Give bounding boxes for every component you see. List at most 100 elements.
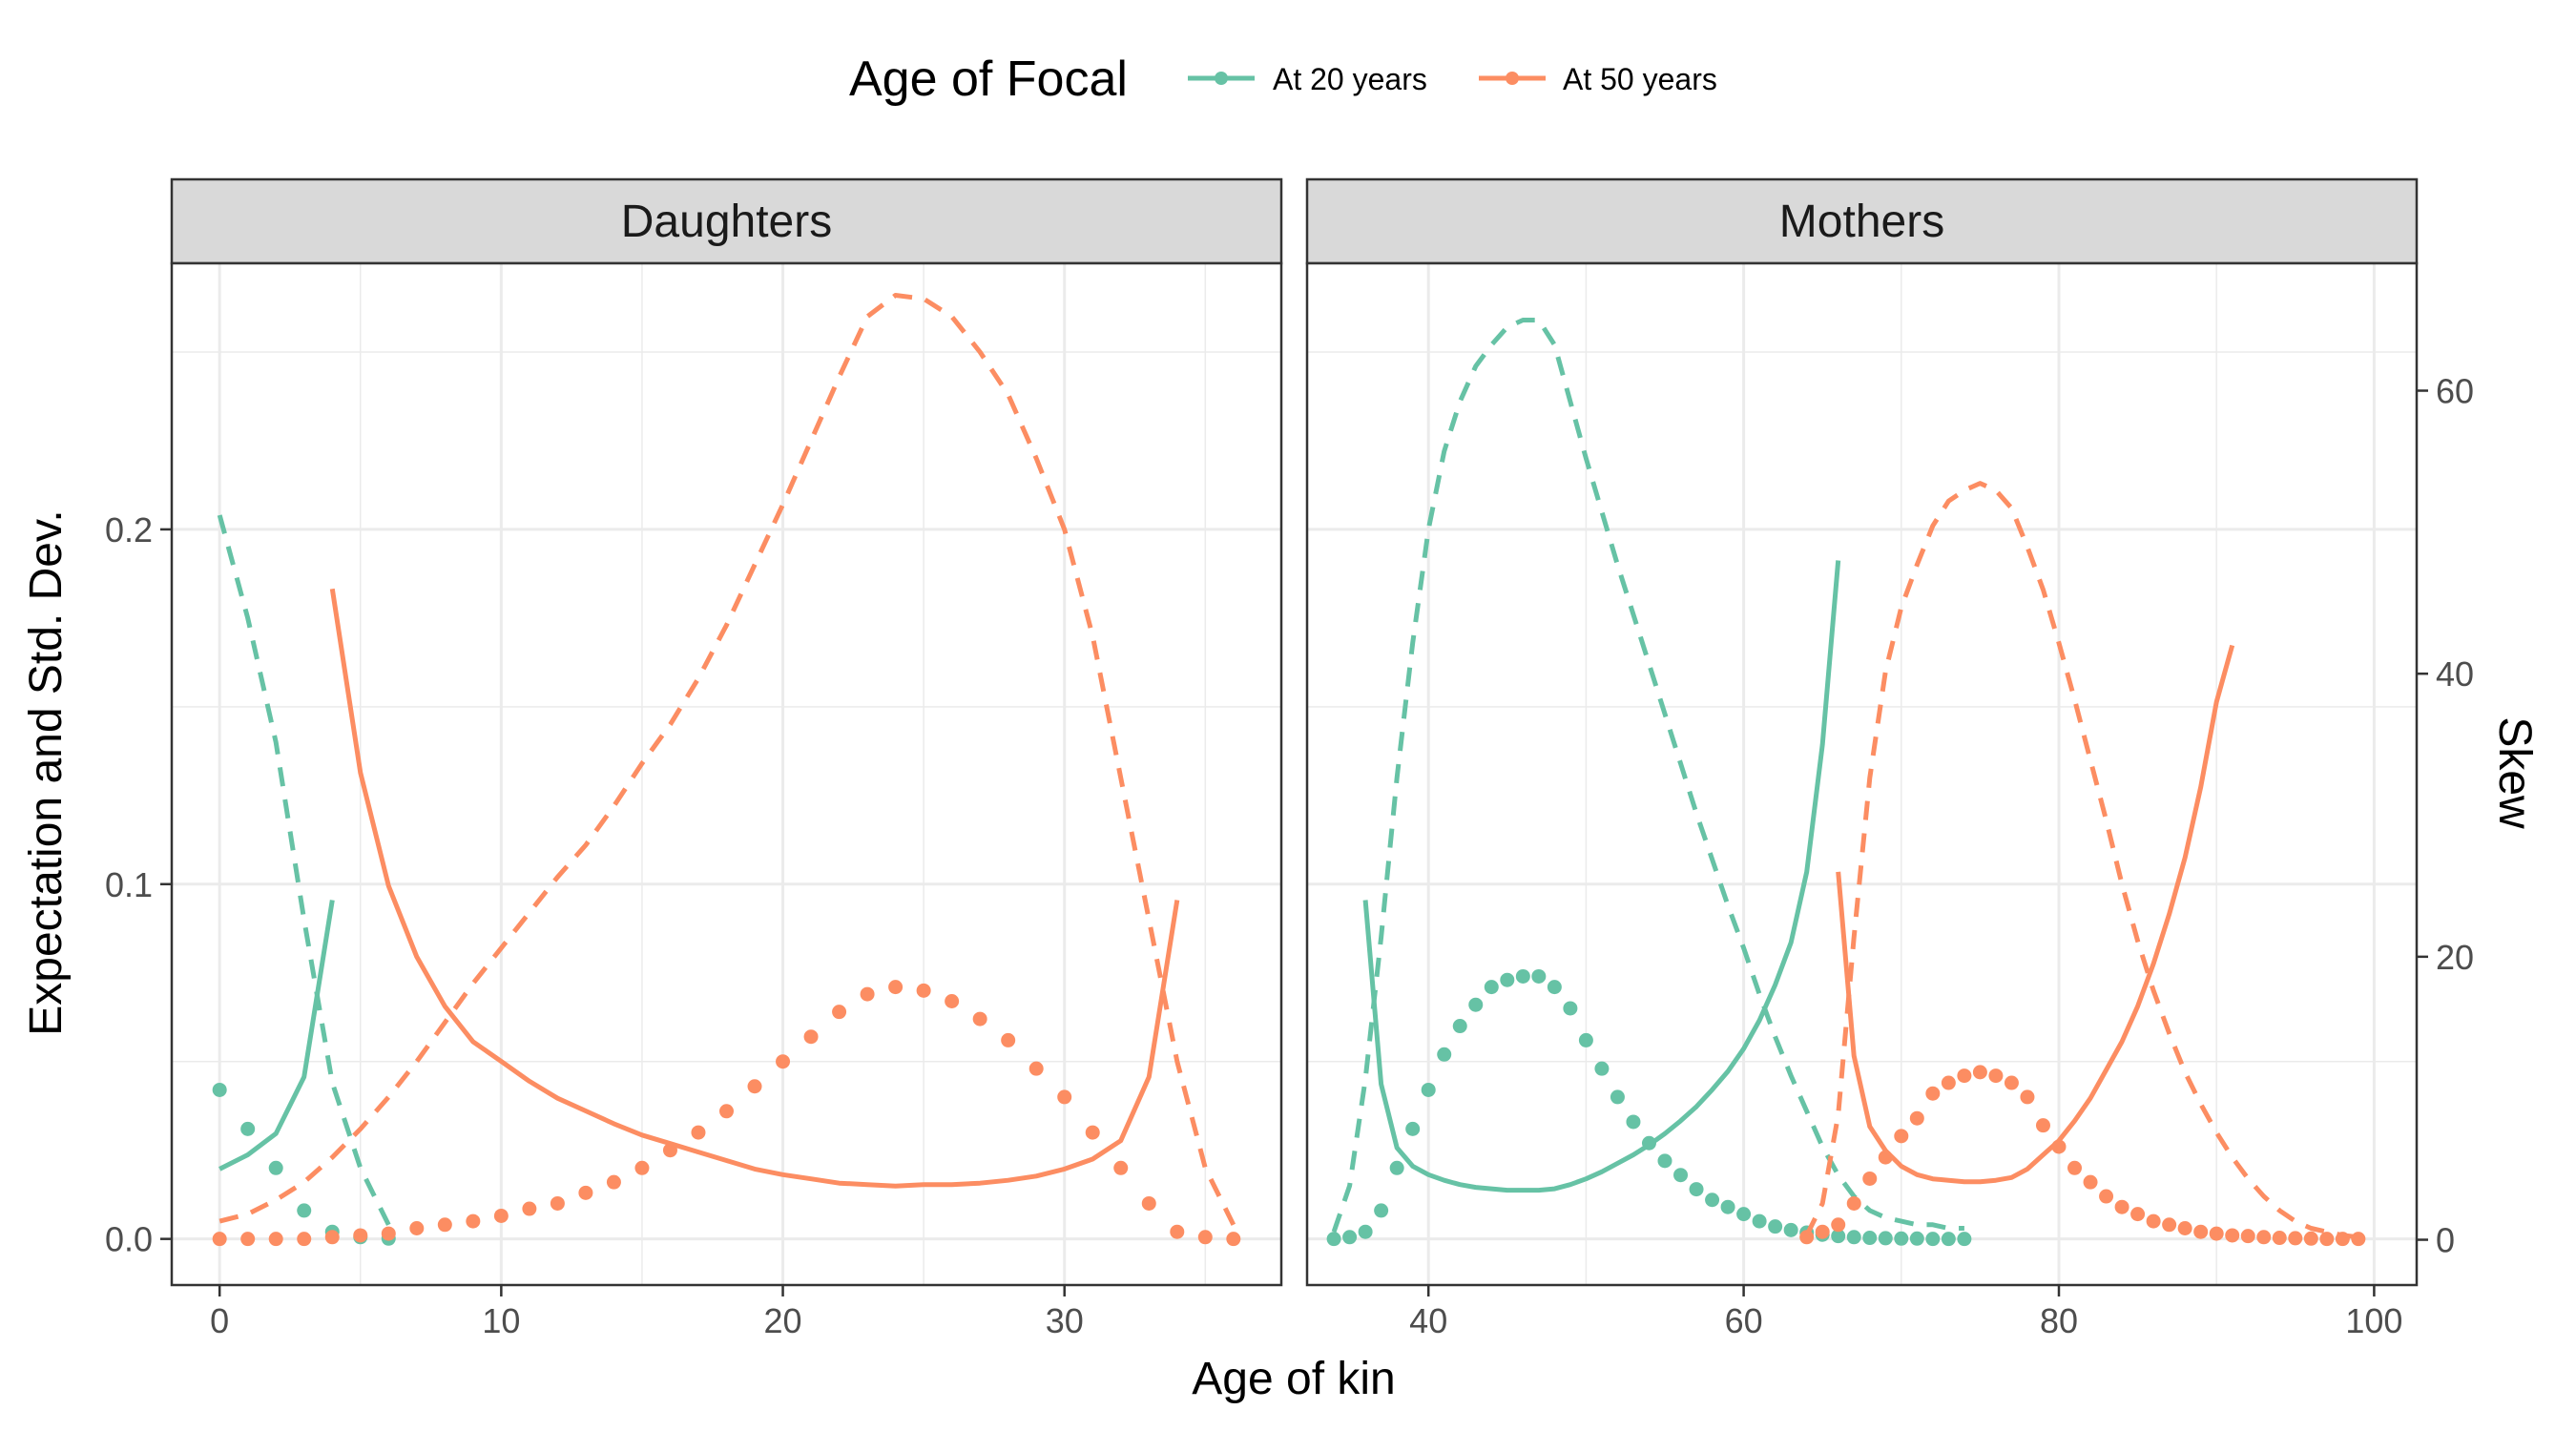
legend-key-point-at-50-years [1506,72,1519,85]
strip-label-mothers: Mothers [1779,197,1944,247]
point-at-50-years-expectation [381,1226,396,1241]
point-at-20-years-expectation [1689,1182,1704,1197]
point-at-50-years-expectation [2303,1231,2318,1246]
point-at-50-years-expectation [409,1221,425,1235]
series-layer-daughters [212,293,1241,1247]
grid-mothers [1307,263,2417,1285]
point-at-50-years-expectation [1141,1195,1156,1211]
panel-border-mothers [1305,261,2419,1287]
point-at-50-years-expectation [2020,1089,2035,1105]
point-at-50-years-expectation [1972,1065,1987,1080]
x-axis-mothers: 40 60 80 100 [1409,1285,2402,1340]
point-at-50-years-expectation [1846,1195,1861,1211]
x-tick-label-daughters: 10 [482,1301,520,1340]
series-layer-mothers [1326,318,2366,1247]
line-at-20-years-skew-mothers [1362,560,1841,1193]
x-tick-label-mothers: 100 [2345,1301,2402,1340]
point-at-20-years-expectation [1437,1047,1452,1062]
point-at-50-years-expectation [803,1029,819,1045]
point-at-50-years-expectation [1957,1068,1972,1084]
line-at-50-years-std-dev-daughters [218,293,1236,1226]
x-tick-label-mothers: 40 [1409,1301,1447,1340]
point-at-20-years-expectation [1957,1232,1972,1247]
point-at-50-years-expectation [1799,1230,1815,1245]
y-axis-left: 0.0 0.1 0.2 [105,510,172,1259]
point-at-20-years-expectation [1752,1213,1767,1229]
point-at-50-years-expectation [1113,1160,1129,1175]
point-at-20-years-expectation [1578,1032,1593,1047]
series-at-50-years-expectation-mothers [1799,1065,2366,1247]
point-at-20-years-expectation [1626,1114,1641,1130]
grid-daughters [172,263,1281,1285]
point-at-20-years-expectation [1405,1121,1421,1136]
point-at-20-years-expectation [1720,1199,1735,1214]
point-at-20-years-expectation [1894,1231,1909,1246]
point-at-20-years-expectation [1846,1230,1861,1245]
panel-background-daughters [172,263,1281,1285]
strip-label-daughters: Daughters [621,197,832,247]
point-at-50-years-expectation [1862,1171,1878,1186]
legend-item-at-20-years: At 20 years [1188,62,1427,96]
point-at-50-years-expectation [353,1228,368,1243]
point-at-50-years-expectation [1170,1224,1185,1239]
point-at-20-years-expectation [1768,1219,1783,1234]
y-axis-right: 0 20 40 60 [2417,372,2474,1260]
point-at-50-years-expectation [1028,1061,1044,1076]
point-at-20-years-expectation [1468,997,1484,1012]
x-tick-label-daughters: 20 [764,1301,802,1340]
x-tick-label-mothers: 60 [1725,1301,1763,1340]
point-at-50-years-expectation [860,986,875,1002]
y2-axis-title: Skew [2489,716,2540,829]
point-at-20-years-expectation [1594,1061,1610,1076]
point-at-50-years-expectation [297,1232,312,1247]
point-at-50-years-expectation [916,983,931,998]
point-at-20-years-expectation [1500,972,1515,987]
point-at-20-years-expectation [1421,1082,1436,1097]
point-at-50-years-expectation [832,1005,847,1020]
line-at-50-years-skew-daughters [329,588,1180,1189]
line-at-20-years-std-dev-daughters [217,514,391,1226]
x-tick-label-daughters: 30 [1046,1301,1084,1340]
point-at-50-years-expectation [550,1195,565,1211]
strip-background-mothers [1305,177,2419,265]
point-at-50-years-expectation [1831,1217,1846,1233]
point-at-50-years-expectation [1057,1089,1072,1105]
point-at-50-years-expectation [1894,1129,1909,1144]
legend-label-at-50-years: At 50 years [1563,62,1717,96]
point-at-20-years-expectation [1547,980,1562,995]
y2-tick-label: 40 [2436,654,2474,694]
y2-tick-label: 60 [2436,372,2474,411]
x-tick-label-mothers: 80 [2040,1301,2078,1340]
point-at-50-years-expectation [747,1079,762,1094]
point-at-20-years-expectation [1736,1207,1752,1222]
point-at-20-years-expectation [268,1160,283,1175]
point-at-50-years-expectation [2272,1231,2287,1246]
point-at-50-years-expectation [2193,1224,2209,1239]
point-at-20-years-expectation [1342,1230,1358,1245]
line-at-20-years-std-dev-mothers [1331,318,1964,1234]
point-at-20-years-expectation [1358,1224,1373,1239]
point-at-50-years-expectation [1226,1232,1241,1247]
point-at-50-years-expectation [1909,1110,1924,1126]
point-at-50-years-expectation [1941,1075,1956,1090]
point-at-20-years-expectation [1925,1232,1941,1247]
point-at-50-years-expectation [240,1232,256,1247]
point-at-20-years-expectation [1610,1089,1625,1105]
point-at-50-years-expectation [2004,1075,2019,1090]
point-at-20-years-expectation [297,1203,312,1218]
point-at-50-years-expectation [1197,1230,1213,1245]
point-at-50-years-expectation [324,1230,340,1245]
point-at-20-years-expectation [1705,1192,1720,1208]
point-at-20-years-expectation [1515,968,1530,984]
x-axis-title: Age of kin [1192,1354,1395,1404]
y-tick-label: 0.0 [105,1220,153,1259]
point-at-20-years-expectation [1484,980,1499,995]
point-at-50-years-expectation [2035,1118,2050,1133]
point-at-20-years-expectation [1563,1001,1578,1016]
panel-border-daughters [170,261,1283,1287]
y-axis-title: Expectation and Std. Dev. [21,509,72,1035]
point-at-20-years-expectation [1909,1231,1924,1246]
point-at-20-years-expectation [1878,1231,1893,1246]
point-at-20-years-expectation [1326,1232,1341,1247]
